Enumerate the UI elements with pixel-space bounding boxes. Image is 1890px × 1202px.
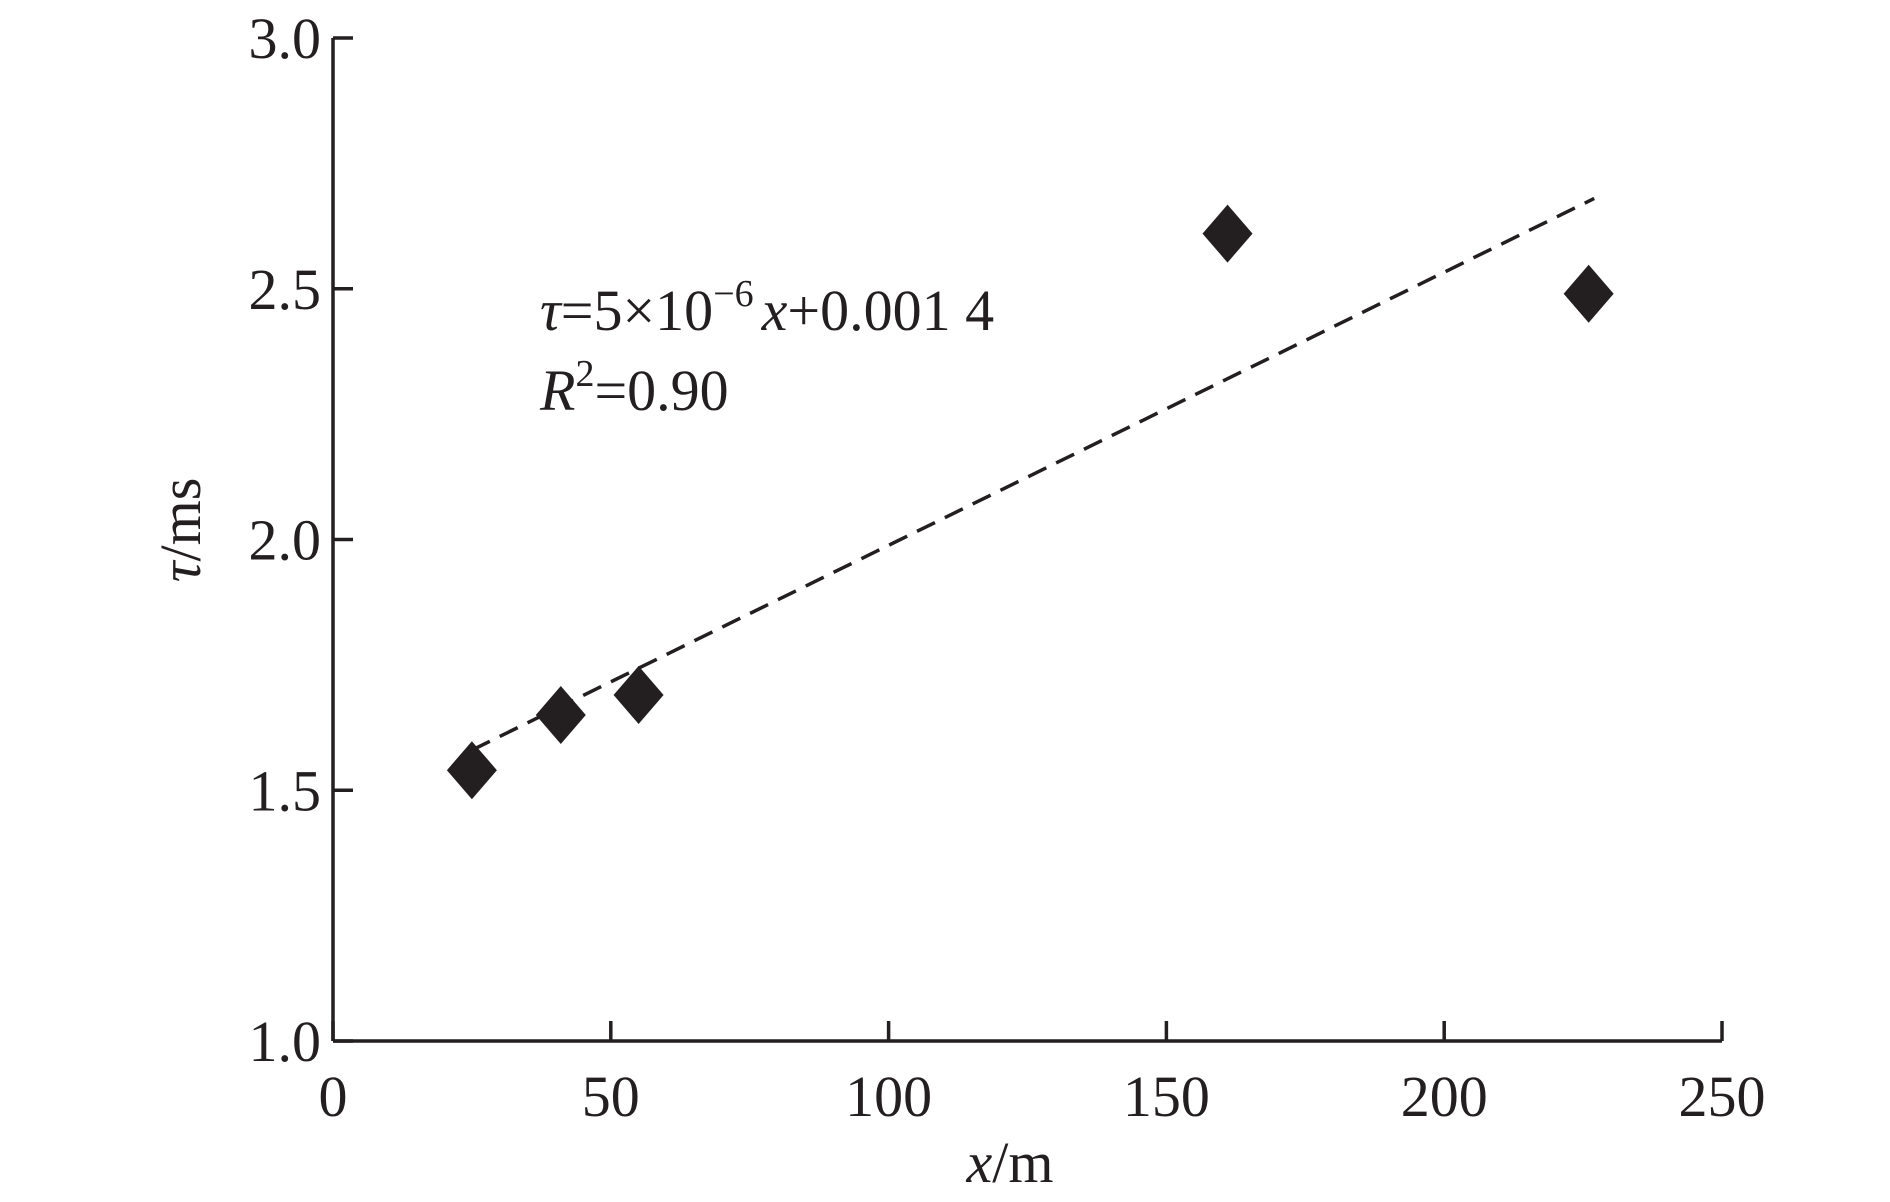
x-tick-label: 200 <box>1401 1064 1488 1129</box>
data-point <box>535 686 586 745</box>
y-axis-var: τ <box>148 559 213 582</box>
y-tick-label: 3.0 <box>249 6 322 71</box>
x-tick-label: 250 <box>1679 1064 1766 1129</box>
eq-tail: +0.001 4 <box>787 278 994 343</box>
r-var: R <box>539 358 575 423</box>
eq-mid: =5×10 <box>561 278 713 343</box>
r-squared: R2=0.90 <box>539 353 729 423</box>
fit-line <box>471 196 1595 752</box>
regression-equation: τ=5×10−6 x+0.001 4 <box>540 273 994 343</box>
r-exp: 2 <box>575 353 594 395</box>
fit-line-group <box>471 196 1595 752</box>
data-point <box>446 741 497 800</box>
data-point <box>1563 264 1614 323</box>
y-tick-label: 1.0 <box>249 1009 322 1074</box>
data-points <box>446 204 1614 800</box>
x-axis-unit: /m <box>992 1130 1053 1195</box>
eq-var: τ <box>540 278 563 343</box>
axes: 0 50 100 150 200 250 1.0 1.5 2.0 2.5 3.0 <box>249 6 1766 1129</box>
data-point <box>1202 204 1253 263</box>
y-axis-title: τ/ms <box>148 478 213 583</box>
eq-x: x <box>761 278 788 343</box>
x-tick-label: 0 <box>319 1064 348 1129</box>
x-axis-title: x/m <box>966 1130 1054 1195</box>
y-tick-label: 2.0 <box>249 508 322 573</box>
r-tail: =0.90 <box>594 358 728 423</box>
data-point <box>613 665 664 724</box>
x-tick-label: 50 <box>582 1064 640 1129</box>
y-axis-unit: /ms <box>148 478 213 562</box>
y-tick-label: 1.5 <box>249 758 322 823</box>
x-axis-var: x <box>966 1130 993 1195</box>
y-tick-label: 2.5 <box>249 257 322 322</box>
x-tick-label: 100 <box>845 1064 932 1129</box>
eq-exp: −6 <box>713 273 753 315</box>
x-tick-label: 150 <box>1123 1064 1210 1129</box>
